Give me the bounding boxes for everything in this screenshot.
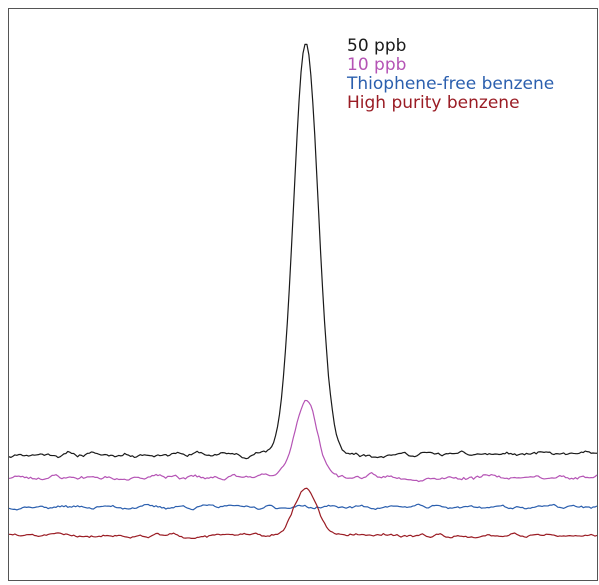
legend-entry-50ppb: 50 ppb	[347, 36, 407, 56]
legend: 50 ppb 10 ppb Thiophene-free benzene Hig…	[347, 37, 554, 113]
legend-entry-10ppb: 10 ppb	[347, 55, 407, 75]
series-line-2	[8, 503, 598, 511]
legend-entry-thiophene-free: Thiophene-free benzene	[347, 74, 555, 94]
chart-frame	[8, 8, 598, 581]
legend-entry-high-purity: High purity benzene	[347, 93, 520, 113]
series-line-0	[8, 43, 598, 460]
series-group	[8, 43, 598, 539]
series-line-1	[8, 399, 598, 483]
series-line-3	[8, 487, 598, 539]
